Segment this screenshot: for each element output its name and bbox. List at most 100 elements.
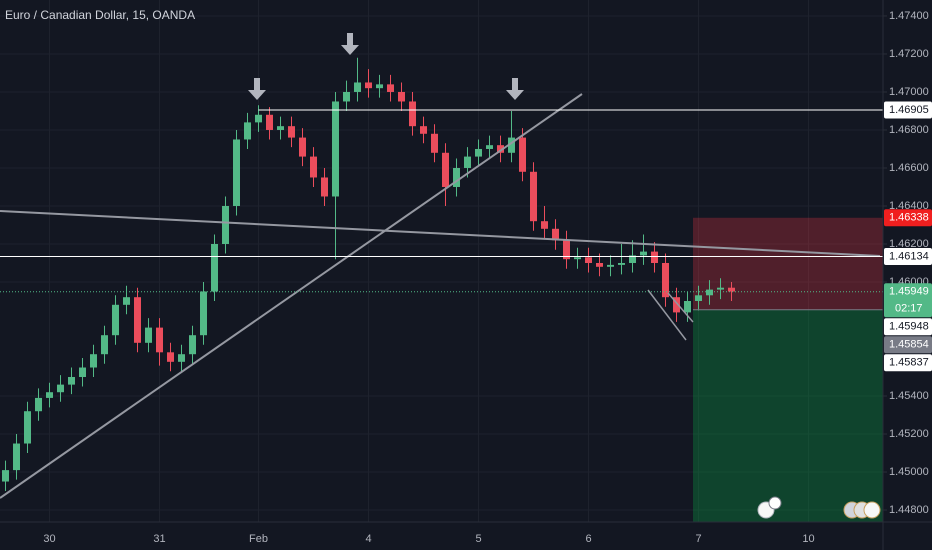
candle-body [24,411,31,444]
event-icon[interactable] [863,501,881,519]
candle-body [376,84,383,89]
candle-body [651,251,658,263]
drawings[interactable] [0,33,881,499]
y-tick-label: 1.46800 [889,124,929,136]
candle-body [321,177,328,197]
price-badge-label: 1.46905 [889,104,929,116]
candle-body [464,156,471,168]
y-tick-label: 1.46600 [889,162,929,174]
target-zone [693,309,883,522]
candle-body [728,287,735,292]
trend-line[interactable] [0,93,583,499]
candle-body [255,114,262,123]
candle-body [90,354,97,368]
candle-body [79,367,86,378]
candle-body [453,167,460,187]
candle-body [475,148,482,157]
candle-body [640,251,647,256]
candle-body [222,205,229,244]
price-badge [884,336,932,354]
candle-body [574,257,581,260]
axes: 1.47400 1.47200 1.47000 1.46800 1.46600 1.464… [43,10,932,545]
candle-body [310,156,317,178]
candle-body [398,91,405,102]
x-tick-label: Feb [249,533,268,545]
candle-body [420,126,427,134]
candle-body [431,133,438,153]
candle-body [673,297,680,313]
price-badge [884,209,932,227]
y-tick-label: 1.45000 [889,466,929,478]
candle-body [552,228,559,241]
candle-body [299,137,306,157]
candle-body [706,289,713,296]
candle-body [409,101,416,127]
candle-body [2,470,9,482]
y-tick-label: 1.45400 [889,390,929,402]
candle-body [695,295,702,302]
x-tick-label: 6 [585,533,591,545]
arrow-marker[interactable] [248,78,266,100]
y-tick-label: 1.47000 [889,86,929,98]
candle-body [134,297,141,343]
x-tick-label: 30 [43,533,55,545]
candle-body [233,139,240,206]
trend-line[interactable] [0,210,881,257]
candle-body [266,114,273,130]
arrow-marker[interactable] [341,33,359,55]
candle-body [585,257,592,263]
candle-body [365,82,372,89]
candle-body [112,304,119,336]
chart-title: Euro / Canadian Dollar, 15, OANDA [5,8,195,22]
candle-body [530,171,537,222]
x-tick-label: 4 [365,533,371,545]
trend-line[interactable] [647,289,687,341]
candle-body [57,384,64,393]
arrow-marker[interactable] [506,78,524,100]
candle-body [200,291,207,336]
candle-body [596,262,603,267]
price-badge-label: 1.46134 [889,250,929,262]
candle-body [717,287,724,290]
candle-body [486,145,493,149]
candle-body [662,262,669,298]
event-icons[interactable] [757,496,881,519]
candle-body [541,221,548,229]
event-icon[interactable] [768,496,782,510]
price-badge-label: 1.46338 [889,212,929,224]
candle-body [288,126,295,138]
x-tick-label: 7 [695,533,701,545]
candle-body [563,240,570,260]
price-badge [884,248,932,266]
price-badge [884,101,932,119]
position-tool[interactable] [693,217,883,522]
price-badge-label: 1.45949 [889,286,929,298]
trend-line[interactable] [667,292,694,323]
stop-zone [693,217,883,310]
candle-body [244,122,251,140]
price-badge [884,318,932,336]
price-lines [0,109,883,311]
candle-body [387,84,394,92]
candle-body [46,392,53,398]
y-tick-label: 1.46400 [889,200,929,212]
candle-body [189,335,196,355]
price-badge-label: 1.45837 [889,357,929,369]
y-tick-label: 1.44800 [889,504,929,516]
y-tick-label: 1.47200 [889,48,929,60]
candles [2,57,735,492]
candle-body [332,101,339,197]
candle-body [508,137,515,153]
candle-body [35,397,42,412]
price-badge [884,354,932,372]
candle-body [618,262,625,265]
x-tick-label: 31 [153,533,165,545]
y-tick-label: 1.45200 [889,428,929,440]
countdown-label: 02:17 [895,303,923,315]
candle-body [497,145,504,153]
x-tick-label: 10 [802,533,814,545]
candle-body [211,243,218,292]
candle-body [519,137,526,172]
x-tick-label: 5 [475,533,481,545]
